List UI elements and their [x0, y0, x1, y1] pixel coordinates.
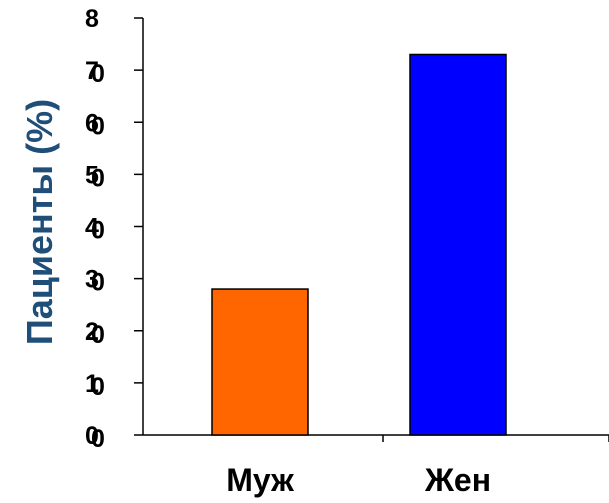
- y-tick-label: 7: [85, 57, 99, 85]
- y-tick-label-overlap: 0: [91, 269, 105, 297]
- y-tick-label: 0: [85, 422, 99, 450]
- bars: [211, 53, 507, 436]
- y-tick-label-overlap: 0: [91, 425, 105, 453]
- bar-female: [409, 53, 507, 436]
- bar-male: [211, 288, 309, 436]
- y-tick-label-overlap: 0: [91, 373, 105, 401]
- y-tick-label: 2: [85, 318, 99, 346]
- y-tick-label-overlap: 0: [91, 112, 105, 140]
- y-tick-label-overlap: 0: [91, 321, 105, 349]
- y-tick-label-overlap: 0: [91, 164, 105, 192]
- y-tick-label: 3: [85, 266, 99, 294]
- y-axis-label: Пациенты (%): [19, 99, 60, 345]
- y-tick-marks: [134, 17, 143, 436]
- y-tick-label: 4: [85, 214, 99, 242]
- y-tick-label: 5: [85, 161, 99, 189]
- category-label: Жен: [424, 462, 491, 498]
- y-tick-label: 8: [85, 5, 99, 33]
- category-labels: Муж Жен: [226, 462, 491, 498]
- y-tick-label: 1: [85, 370, 99, 398]
- y-tick-label: 6: [85, 109, 99, 137]
- y-tick-label-overlap: 0: [91, 217, 105, 245]
- y-tick-label-overlap: 0: [91, 60, 105, 88]
- category-label: Муж: [226, 462, 294, 498]
- x-tick-marks: [382, 435, 609, 442]
